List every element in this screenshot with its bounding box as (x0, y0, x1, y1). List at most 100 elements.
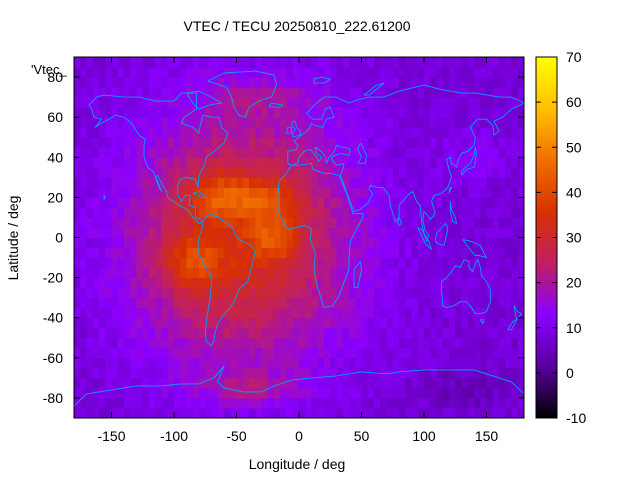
heatmap-cell (224, 57, 231, 68)
heatmap-cell (474, 57, 481, 68)
heatmap-cell (399, 237, 406, 249)
heatmap-cell (267, 307, 275, 319)
heatmap-cell (149, 277, 156, 289)
heatmap-cell (267, 117, 275, 128)
heatmap-cell (399, 107, 406, 118)
heatmap-cell (461, 287, 469, 299)
heatmap-cell (286, 277, 294, 289)
heatmap-cell (255, 247, 262, 259)
heatmap-cell (292, 337, 300, 349)
heatmap-cell (467, 107, 475, 118)
heatmap-cell (142, 217, 150, 228)
heatmap-cell (274, 247, 281, 259)
heatmap-cell (230, 227, 237, 238)
heatmap-cell (74, 297, 81, 309)
heatmap-cell (242, 327, 250, 339)
heatmap-cell (499, 137, 506, 148)
heatmap-cell (267, 257, 275, 269)
heatmap-cell (180, 317, 187, 329)
heatmap-cell (286, 377, 294, 389)
heatmap-cell (186, 117, 194, 128)
heatmap-cell (449, 77, 456, 88)
heatmap-cell (205, 57, 212, 68)
heatmap-cell (392, 157, 400, 168)
heatmap-cell (161, 177, 169, 188)
heatmap-cell (430, 277, 437, 289)
heatmap-cell (249, 277, 256, 289)
heatmap-cell (186, 227, 194, 238)
heatmap-cell (99, 367, 106, 379)
heatmap-cell (217, 147, 225, 158)
heatmap-cell (317, 187, 325, 198)
heatmap-cell (136, 67, 144, 78)
heatmap-cell (136, 337, 144, 349)
heatmap-cell (130, 157, 137, 168)
heatmap-cell (386, 307, 394, 319)
heatmap-cell (224, 387, 231, 399)
heatmap-cell (517, 347, 525, 359)
heatmap-cell (224, 377, 231, 389)
heatmap-cell (261, 167, 269, 178)
heatmap-cell (105, 67, 112, 78)
heatmap-cell (211, 167, 219, 178)
heatmap-cell (449, 137, 456, 148)
heatmap-cell (392, 107, 400, 118)
heatmap-cell (167, 97, 175, 108)
heatmap-cell (130, 327, 137, 339)
heatmap-cell (205, 287, 212, 299)
heatmap-cell (199, 237, 206, 249)
heatmap-cell (436, 337, 444, 349)
heatmap-cell (136, 377, 144, 389)
heatmap-cell (186, 167, 194, 178)
heatmap-cell (230, 57, 237, 68)
heatmap-cell (492, 97, 500, 108)
heatmap-cell (442, 397, 450, 409)
heatmap-cell (399, 307, 406, 319)
heatmap-cell (492, 147, 500, 158)
heatmap-cell (155, 357, 162, 369)
heatmap-cell (217, 287, 225, 299)
heatmap-cell (242, 137, 250, 148)
heatmap-cell (442, 297, 450, 309)
heatmap-cell (380, 327, 387, 339)
heatmap-cell (280, 77, 287, 88)
heatmap-cell (274, 287, 281, 299)
heatmap-cell (211, 297, 219, 309)
heatmap-cell (467, 167, 475, 178)
heatmap-cell (142, 267, 150, 279)
heatmap-cell (442, 257, 450, 269)
heatmap-cell (292, 127, 300, 138)
heatmap-cell (349, 97, 356, 108)
heatmap-cell (511, 357, 519, 369)
heatmap-cell (492, 177, 500, 188)
heatmap-cell (299, 257, 306, 269)
heatmap-cell (355, 167, 362, 178)
heatmap-cell (142, 87, 150, 98)
heatmap-cell (449, 157, 456, 168)
heatmap-cell (499, 377, 506, 389)
heatmap-cell (186, 97, 194, 108)
heatmap-cell (230, 197, 237, 208)
heatmap-cell (455, 277, 462, 289)
heatmap-cell (386, 397, 394, 409)
heatmap-cell (149, 307, 156, 319)
heatmap-cell (249, 77, 256, 88)
heatmap-cell (486, 107, 494, 118)
heatmap-cell (449, 337, 456, 349)
heatmap-cell (411, 207, 419, 218)
heatmap-cell (411, 287, 419, 299)
coastline-tasmania (479, 319, 485, 325)
heatmap-cell (92, 187, 100, 198)
heatmap-cell (367, 267, 375, 279)
heatmap-cell (442, 287, 450, 299)
heatmap-cell (124, 67, 131, 78)
heatmap-cell (111, 347, 119, 359)
heatmap-cell (267, 167, 275, 178)
heatmap-cell (342, 327, 350, 339)
heatmap-cell (486, 397, 494, 409)
heatmap-cell (411, 327, 419, 339)
heatmap-cell (236, 307, 244, 319)
heatmap-cell (180, 207, 187, 218)
heatmap-cell (161, 157, 169, 168)
heatmap-cell (211, 207, 219, 218)
